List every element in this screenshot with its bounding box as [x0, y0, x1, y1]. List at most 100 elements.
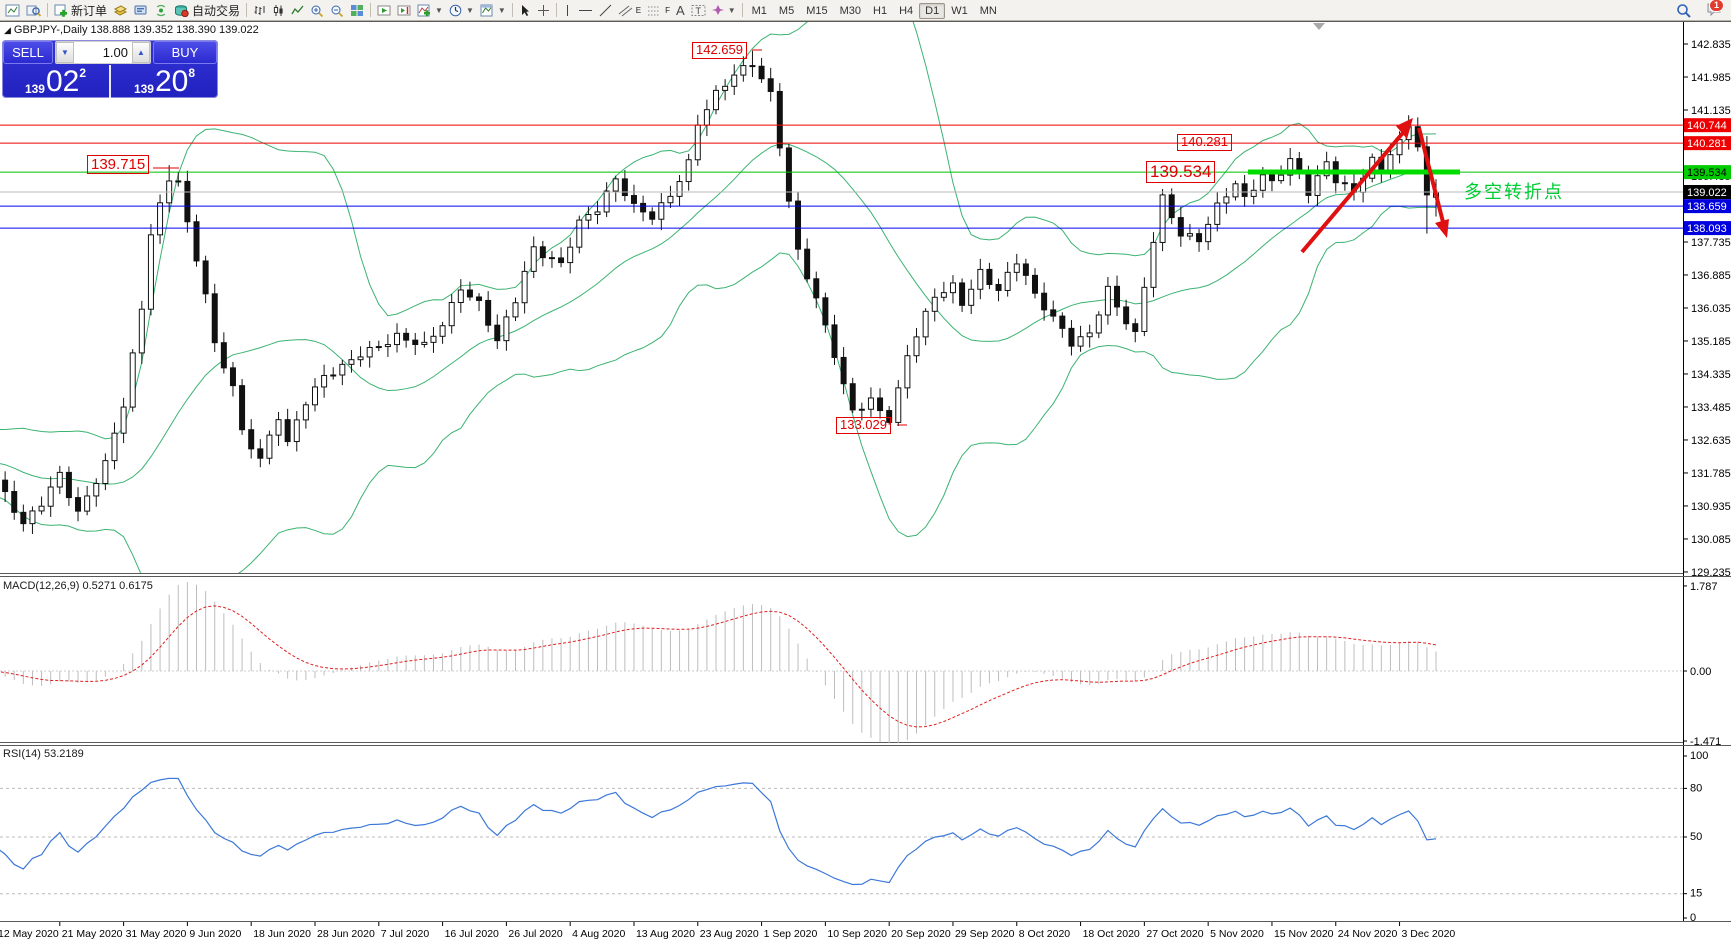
timeframe-m5-button[interactable]: M5 — [778, 4, 795, 17]
horizontal-line-tool-button[interactable] — [575, 2, 596, 19]
svg-text:135.185: 135.185 — [1691, 336, 1731, 348]
svg-text:T: T — [695, 6, 701, 16]
svg-text:137.735: 137.735 — [1691, 237, 1731, 249]
sell-price[interactable]: 139 02 2 — [2, 65, 111, 98]
vertical-line-tool-button[interactable] — [560, 2, 575, 19]
svg-text:-1.471: -1.471 — [1690, 736, 1721, 748]
sell-button[interactable]: SELL — [3, 41, 53, 64]
svg-text:21 May 2020: 21 May 2020 — [62, 928, 123, 940]
svg-text:50: 50 — [1690, 831, 1702, 843]
line-chart-mode-button[interactable] — [288, 2, 307, 19]
text-tool-button[interactable]: A — [676, 2, 685, 18]
notifications-icon[interactable]: 1 — [1703, 0, 1725, 19]
timeframe-group: M1 M5 M15 M30 H1 H4 D1 W1 MN — [746, 2, 1003, 19]
notification-count-badge: 1 — [1709, 0, 1725, 12]
support-price-label[interactable]: 139.534 — [1146, 161, 1216, 183]
timeframe-d1-button[interactable]: D1 — [919, 2, 946, 19]
turning-point-text[interactable]: 多空转折点 — [1464, 182, 1564, 202]
fibonacci-tool-button[interactable]: F — [644, 2, 673, 19]
volume-spinner: ▼ 1.00 ▲ — [55, 41, 151, 64]
timeframe-w1-button[interactable]: W1 — [951, 4, 968, 17]
toolbar: 新订单 自动交易 — [0, 0, 1731, 21]
new-chart-button[interactable] — [2, 2, 23, 19]
buy-button[interactable]: BUY — [153, 41, 217, 64]
svg-text:129.235: 129.235 — [1691, 567, 1731, 579]
sell-price-main: 02 — [45, 65, 80, 98]
arrows-tool-button[interactable]: ▼ — [709, 2, 739, 19]
svg-text:23 Aug 2020: 23 Aug 2020 — [700, 928, 759, 940]
candlestick-mode-button[interactable] — [269, 2, 288, 19]
profiles-button[interactable] — [23, 2, 44, 19]
symbol-info-line: ◢ GBPJPY-,Daily 138.888 139.352 138.390 1… — [4, 24, 259, 36]
periods-button[interactable]: ▼ — [446, 2, 477, 19]
svg-text:7 Jul 2020: 7 Jul 2020 — [381, 928, 430, 940]
volume-increase-button[interactable]: ▲ — [132, 42, 150, 63]
indicators-button[interactable]: ▼ — [414, 2, 446, 19]
tile-windows-button[interactable] — [347, 2, 367, 19]
high-price-label[interactable]: 142.659 — [692, 42, 747, 59]
templates-button[interactable]: ▼ — [477, 2, 509, 19]
svg-text:134.335: 134.335 — [1691, 369, 1731, 381]
trendline-tool-button[interactable] — [596, 2, 615, 19]
svg-text:10 Sep 2020: 10 Sep 2020 — [827, 928, 887, 940]
volume-value[interactable]: 1.00 — [74, 42, 132, 63]
svg-text:18 Oct 2020: 18 Oct 2020 — [1083, 928, 1140, 940]
svg-text:139.022: 139.022 — [1687, 187, 1727, 199]
market-news-button[interactable] — [131, 2, 151, 19]
timeframe-mn-button[interactable]: MN — [979, 4, 997, 17]
equidistant-channel-tool-button[interactable]: E — [615, 2, 644, 19]
svg-text:141.985: 141.985 — [1691, 72, 1731, 84]
auto-scroll-button[interactable] — [374, 2, 394, 19]
svg-text:130.935: 130.935 — [1691, 501, 1731, 513]
autotrade-button[interactable]: 自动交易 — [171, 2, 243, 19]
timeframe-h4-button[interactable]: H4 — [899, 4, 914, 17]
text-label-tool-button[interactable]: T — [688, 2, 709, 19]
svg-text:29 Sep 2020: 29 Sep 2020 — [955, 928, 1015, 940]
chart-shift-button[interactable] — [394, 2, 414, 19]
rsi-label: RSI(14) 53.2189 — [3, 748, 84, 760]
signals-button[interactable] — [151, 2, 171, 19]
left-peak-price-label[interactable]: 139.715 — [87, 155, 150, 175]
history-center-button[interactable] — [110, 2, 131, 19]
one-click-trading-panel: SELL ▼ 1.00 ▲ BUY 139 02 2 139 20 8 — [2, 40, 218, 98]
zoom-out-button[interactable] — [327, 2, 347, 19]
cursor-tool-button[interactable] — [516, 2, 534, 19]
svg-text:13 Aug 2020: 13 Aug 2020 — [636, 928, 695, 940]
svg-text:100: 100 — [1690, 750, 1708, 762]
fibo-f-label: F — [665, 5, 671, 15]
low-price-label[interactable]: 133.029 — [836, 417, 891, 434]
svg-text:132.635: 132.635 — [1691, 435, 1731, 447]
svg-text:16 Jul 2020: 16 Jul 2020 — [445, 928, 499, 940]
search-icon[interactable] — [1673, 2, 1695, 19]
svg-text:31 May 2020: 31 May 2020 — [126, 928, 187, 940]
autotrade-label: 自动交易 — [192, 3, 241, 18]
buy-price[interactable]: 139 20 8 — [111, 65, 218, 98]
macd-label: MACD(12,26,9) 0.5271 0.6175 — [3, 580, 153, 592]
svg-text:9 Jun 2020: 9 Jun 2020 — [189, 928, 241, 940]
svg-text:0.00: 0.00 — [1690, 666, 1711, 678]
svg-text:12 May 2020: 12 May 2020 — [0, 928, 59, 940]
svg-text:142.835: 142.835 — [1691, 39, 1731, 51]
resistance-price-label[interactable]: 140.281 — [1177, 134, 1232, 151]
zoom-in-button[interactable] — [307, 2, 327, 19]
new-order-button[interactable]: 新订单 — [51, 2, 110, 19]
timeframe-h1-button[interactable]: H1 — [873, 4, 888, 17]
timeframe-m1-button[interactable]: M1 — [751, 4, 767, 17]
volume-decrease-button[interactable]: ▼ — [56, 42, 74, 63]
bar-chart-mode-button[interactable] — [250, 2, 269, 19]
svg-text:5 Nov 2020: 5 Nov 2020 — [1210, 928, 1264, 940]
svg-text:138.093: 138.093 — [1687, 223, 1727, 235]
timeframe-m30-button[interactable]: M30 — [839, 4, 861, 17]
svg-text:15: 15 — [1690, 888, 1702, 900]
svg-text:80: 80 — [1690, 782, 1702, 794]
sell-price-handle: 139 — [24, 82, 45, 96]
buy-price-handle: 139 — [133, 82, 154, 96]
channel-e-label: E — [635, 5, 642, 15]
svg-text:136.885: 136.885 — [1691, 270, 1731, 282]
svg-text:0: 0 — [1690, 912, 1696, 924]
svg-text:15 Nov 2020: 15 Nov 2020 — [1274, 928, 1334, 940]
timeframe-m15-button[interactable]: M15 — [806, 4, 828, 17]
crosshair-tool-button[interactable] — [534, 2, 553, 19]
svg-text:140.281: 140.281 — [1687, 138, 1727, 150]
